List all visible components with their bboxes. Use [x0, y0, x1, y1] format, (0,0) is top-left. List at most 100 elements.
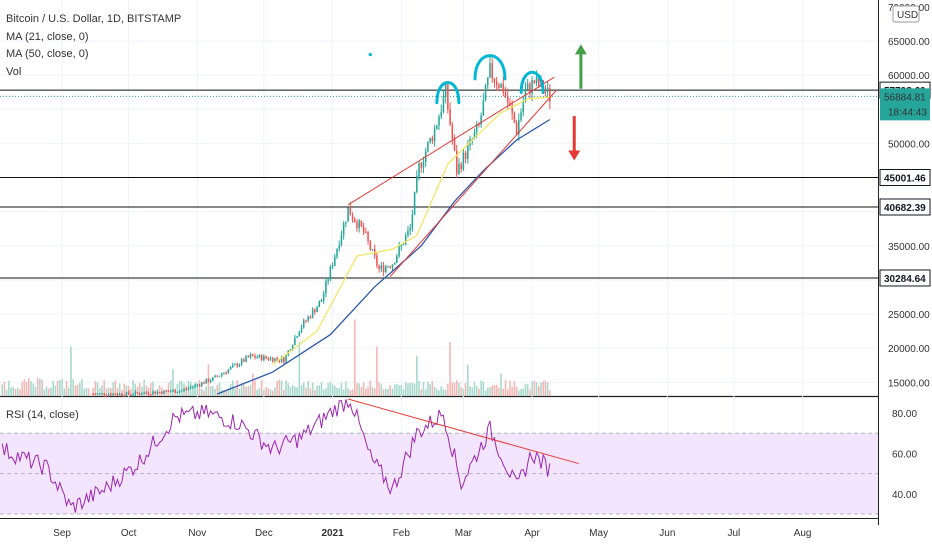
pattern-arc-2[interactable] — [519, 71, 545, 95]
candle-body — [524, 89, 527, 102]
volume-bar — [85, 387, 88, 396]
candle-body — [522, 101, 525, 113]
candle-body — [214, 375, 216, 378]
candle-body — [309, 316, 312, 318]
ma50-legend[interactable]: MA (50, close, 0) — [6, 48, 89, 60]
volume-legend[interactable]: Vol — [6, 66, 21, 78]
volume-bar — [94, 381, 97, 396]
rsi-tick-label: 40.00 — [892, 490, 917, 501]
candle-body — [189, 387, 192, 389]
volume-bar — [14, 388, 17, 396]
volume-bar — [138, 382, 141, 396]
level-price-tag[interactable]: 30284.64 — [879, 269, 931, 287]
currency-box[interactable] — [892, 5, 920, 23]
candle-body — [185, 389, 188, 391]
candle-body — [393, 262, 396, 265]
pattern-arc-1[interactable] — [473, 54, 507, 81]
candle — [96, 392, 99, 395]
candle — [385, 264, 387, 274]
level-tag-box — [879, 198, 931, 216]
volume-bar — [267, 388, 270, 396]
level-price-tag[interactable]: 40682.39 — [879, 198, 931, 216]
ma21-legend[interactable]: MA (21, close, 0) — [6, 31, 89, 43]
ma21-line[interactable] — [272, 96, 550, 366]
candle — [376, 252, 378, 269]
candle — [94, 393, 97, 395]
arrow-down[interactable] — [568, 116, 581, 161]
volume-bar — [322, 389, 325, 396]
level-price-tag[interactable]: 45001.46 — [879, 169, 931, 187]
candle-body — [145, 392, 148, 394]
candle-body — [225, 372, 227, 374]
volume-bar — [70, 346, 72, 396]
candle — [360, 220, 363, 228]
candle — [187, 386, 190, 391]
level-tag-label: 45001.46 — [884, 174, 926, 185]
candle — [427, 141, 429, 153]
rsi-trend-line[interactable] — [347, 398, 579, 465]
candle — [369, 239, 372, 251]
candle — [265, 355, 267, 360]
rsi-legend[interactable]: RSI (14, close) — [6, 409, 79, 421]
candle-body — [220, 373, 223, 376]
volume-bar — [382, 389, 385, 396]
candle-body — [307, 316, 309, 321]
volume-bar — [429, 383, 431, 396]
trend-line-1[interactable] — [389, 89, 557, 277]
candle — [212, 376, 214, 382]
candle-body — [101, 393, 103, 395]
candle — [460, 161, 462, 173]
volume-bar — [436, 388, 438, 396]
volume-bar — [249, 384, 252, 396]
candle-body — [234, 364, 236, 366]
candle-body — [433, 128, 436, 142]
candle-body — [216, 375, 219, 377]
candle — [300, 324, 303, 334]
time-tick-label: Mar — [455, 528, 473, 539]
candle — [245, 354, 247, 363]
candle — [347, 207, 349, 222]
candle — [181, 389, 183, 392]
candle-body — [520, 112, 522, 121]
candle — [518, 113, 520, 142]
volume-bar — [10, 387, 12, 396]
candle — [130, 393, 132, 397]
volume-bar — [487, 387, 489, 396]
candle — [438, 114, 440, 130]
candle-body — [342, 223, 345, 236]
volume-bar — [32, 383, 35, 396]
candle-body — [515, 122, 518, 135]
trend-line-0[interactable] — [347, 76, 555, 206]
candle-body — [438, 116, 440, 126]
volume-bar — [96, 382, 99, 396]
volume-bar — [515, 387, 518, 396]
volume-bar — [385, 388, 387, 396]
pattern-arc-0[interactable] — [435, 81, 461, 105]
time-tick-label: Nov — [188, 528, 206, 539]
volume-bar — [404, 382, 407, 396]
ma50-line[interactable] — [217, 118, 551, 395]
volume-bar — [526, 384, 529, 396]
volume-bar — [511, 386, 513, 396]
rsi-line[interactable] — [1, 399, 551, 513]
volume-bar — [101, 385, 103, 396]
volume-bar — [67, 387, 70, 396]
candle — [311, 307, 314, 319]
current-price-tag[interactable]: 56884.81 18:44:43 — [880, 88, 930, 121]
level-tag-box — [879, 169, 931, 187]
candle-body — [116, 394, 119, 396]
candle-body — [475, 124, 478, 133]
candle — [205, 378, 207, 384]
arrow-up[interactable] — [574, 44, 587, 89]
volume-bar — [358, 383, 360, 396]
volume-bar — [442, 389, 445, 396]
candle-body — [196, 384, 199, 386]
volume-bar — [181, 380, 183, 396]
candle-body — [385, 266, 387, 272]
volume-bar — [251, 373, 254, 396]
candle-body — [96, 393, 99, 395]
volume-bar — [174, 389, 176, 396]
candle — [223, 372, 225, 375]
volume-bar — [48, 388, 50, 396]
